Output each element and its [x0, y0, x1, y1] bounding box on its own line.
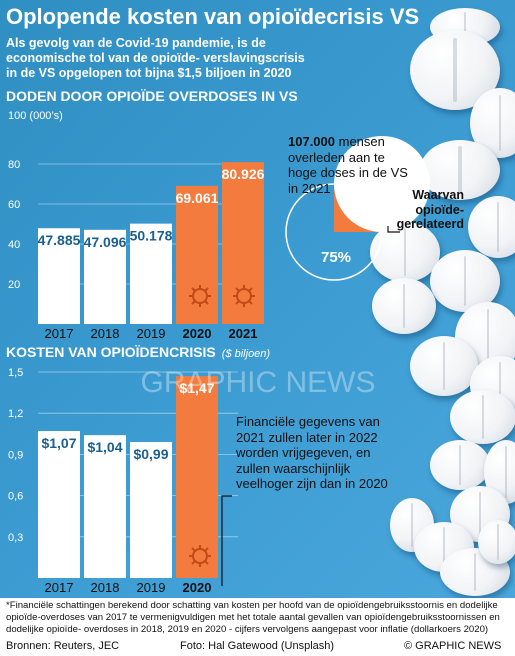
- x-tick-label: 2020: [183, 580, 212, 595]
- bar: [84, 229, 126, 324]
- copyright: © GRAPHIC NEWS: [404, 640, 502, 652]
- deaths-bar-chart: 20 40 60 80 47.885 2017 47.096 2018 50.178 2019 69…: [8, 159, 265, 341]
- virus-icon: [189, 545, 211, 567]
- x-tick-label: 2017: [45, 580, 74, 595]
- pie-value-label: 75%: [321, 249, 351, 266]
- chart-canvas: 20 40 60 80 47.885 2017 47.096 2018 50.178 2019 69…: [8, 136, 430, 595]
- value-label: 47.096: [84, 234, 127, 250]
- x-tick-label: 2019: [137, 580, 166, 595]
- y-tick-label: 0,6: [8, 491, 23, 503]
- pill-image: [410, 336, 478, 396]
- pill-image: [430, 440, 490, 490]
- deaths-callout-number: 107.000: [288, 134, 335, 149]
- pill-image: [478, 520, 515, 564]
- y-tick-label: 80: [8, 159, 20, 171]
- bar: [176, 185, 218, 324]
- y-tick-label: 0,9: [8, 449, 23, 461]
- y-tick-label: 60: [8, 199, 20, 211]
- y-tick-label: 1,5: [8, 367, 23, 379]
- value-label: 47.885: [38, 232, 81, 248]
- watermark: GRAPHIC NEWS: [140, 366, 375, 399]
- y-tick-label: 0,3: [8, 532, 23, 544]
- bar: [130, 442, 172, 578]
- pill-image: [470, 88, 515, 158]
- photo-credit: Foto: Hal Gatewood (Unsplash): [180, 640, 335, 652]
- value-label: $1,07: [41, 435, 76, 451]
- sources: Bronnen: Reuters, JEC: [6, 640, 120, 652]
- page-subtitle: Als gevolg van de Covid-19 pandemie, is …: [6, 36, 305, 80]
- x-tick-label: 2018: [91, 580, 120, 595]
- opioid-share-pie: 75%: [285, 136, 430, 281]
- value-label: 80.926: [222, 166, 265, 182]
- pie-outline: [285, 183, 383, 281]
- y-tick-label: 1,2: [8, 408, 23, 420]
- x-tick-label: 2021: [229, 326, 258, 341]
- value-label: $0,99: [133, 446, 168, 462]
- value-label: $1,47: [179, 380, 214, 396]
- costs-callout: Financiële gegevens van 2021 zullen late…: [236, 414, 388, 491]
- bar: [130, 223, 172, 324]
- bar: [38, 431, 80, 578]
- value-label: 69.061: [176, 190, 219, 206]
- virus-icon: [189, 285, 211, 307]
- y-tick-label: 40: [8, 239, 20, 251]
- bar: [176, 376, 218, 578]
- pill-image: [468, 196, 515, 258]
- pie-slice: [334, 136, 430, 232]
- x-tick-label: 2017: [45, 326, 74, 341]
- bar: [222, 162, 264, 324]
- pill-image: [430, 250, 500, 312]
- virus-icon: [233, 285, 255, 307]
- bar: [38, 228, 80, 324]
- deaths-chart-heading: DODEN DOOR OPIOÏDE OVERDOSES IN VS: [6, 88, 298, 104]
- costs-bar-chart: 0,3 0,6 0,9 1,2 1,5 $1,07 2017 $1,04 2018 $0,99 20…: [8, 367, 238, 595]
- footnote: *Financiële schattingen berekend door sc…: [6, 600, 500, 635]
- callout-connector: [387, 226, 400, 233]
- pie-label: Waarvan opioïde-gerelateerd: [396, 188, 464, 231]
- pill-image: [372, 278, 436, 334]
- bar: [84, 435, 126, 578]
- deaths-chart-unit: 100 (000’s): [8, 110, 63, 122]
- deaths-callout: 107.000 mensen overleden aan te hoge dos…: [288, 134, 413, 196]
- pill-image: [450, 390, 515, 444]
- costs-chart-title: KOSTEN VAN OPIOÏDENCRISIS: [6, 344, 216, 360]
- deaths-callout-text: mensen overleden aan te hoge doses in de…: [288, 134, 408, 196]
- costs-chart-heading: KOSTEN VAN OPIOÏDENCRISIS ($ biljoen): [6, 344, 270, 360]
- costs-chart-unit: ($ biljoen): [221, 348, 271, 360]
- callout-connector: [221, 495, 232, 586]
- value-label: 50.178: [130, 228, 173, 244]
- page-title: Oplopende kosten van opioïdecrisis VS: [6, 4, 420, 29]
- value-label: $1,04: [87, 439, 122, 455]
- x-tick-label: 2018: [91, 326, 120, 341]
- pill-image: [420, 140, 500, 200]
- y-tick-label: 20: [8, 279, 20, 291]
- x-tick-label: 2020: [183, 326, 212, 341]
- x-tick-label: 2019: [137, 326, 166, 341]
- pie-slice: [334, 184, 382, 232]
